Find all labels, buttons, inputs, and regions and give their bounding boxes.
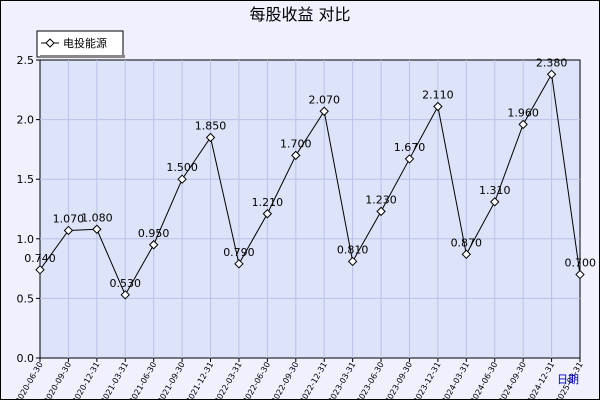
x-tick-label: 2024-03-31 xyxy=(440,361,471,400)
y-tick-label: 2.0 xyxy=(17,114,35,127)
data-point xyxy=(490,197,500,207)
data-point xyxy=(518,119,528,130)
data-label: 1.670 xyxy=(394,141,426,154)
data-point xyxy=(148,240,159,250)
data-label: 0.530 xyxy=(110,277,142,290)
data-label: 1.080 xyxy=(81,211,113,224)
data-label: 1.210 xyxy=(252,196,284,209)
data-label: 2.110 xyxy=(422,88,454,101)
x-tick-label: 2021-09-30 xyxy=(156,361,187,400)
x-tick-label: 2020-06-30 xyxy=(14,361,45,400)
x-tick-label: 2020-09-30 xyxy=(42,361,73,400)
data-point xyxy=(404,154,415,164)
data-points xyxy=(35,69,585,300)
x-axis-ticks: 2020-06-302020-09-302020-12-312021-03-31… xyxy=(14,358,585,400)
y-tick-label: 2.5 xyxy=(17,54,35,67)
legend-shadow xyxy=(40,55,125,58)
y-tick-label: 1.5 xyxy=(17,173,35,186)
y-tick-label: 0.0 xyxy=(17,352,35,365)
data-label: 0.700 xyxy=(565,257,597,270)
x-tick-label: 2022-03-31 xyxy=(213,361,244,400)
data-point xyxy=(205,132,216,143)
data-label: 2.380 xyxy=(536,56,568,69)
y-tick-label: 1.0 xyxy=(17,233,35,246)
data-label: 1.700 xyxy=(280,137,312,150)
data-label: 1.850 xyxy=(195,119,227,132)
data-point xyxy=(120,290,130,300)
data-point xyxy=(433,101,443,112)
data-label: 1.960 xyxy=(507,106,539,119)
data-point xyxy=(376,206,386,217)
data-point xyxy=(177,174,187,184)
data-point xyxy=(461,249,472,260)
data-label: 0.790 xyxy=(223,246,255,259)
x-tick-label: 2022-12-31 xyxy=(298,361,329,400)
x-tick-label: 2023-12-31 xyxy=(412,361,443,400)
x-tick-label: 2024-12-31 xyxy=(525,361,556,400)
grid-lines xyxy=(40,60,580,358)
plot-area xyxy=(39,59,581,359)
data-label: 0.950 xyxy=(138,227,170,240)
x-tick-label: 2023-09-30 xyxy=(383,361,414,400)
x-tick-label: 2023-03-31 xyxy=(326,361,357,400)
data-label: 2.070 xyxy=(308,93,340,106)
data-label: 1.070 xyxy=(53,212,85,225)
legend-label: 电投能源 xyxy=(63,36,107,50)
x-tick-label: 2024-09-30 xyxy=(497,361,528,400)
x-tick-label: 2024-06-30 xyxy=(468,360,499,400)
data-label: 0.810 xyxy=(337,243,369,256)
chart-title: 每股收益 对比 xyxy=(249,5,350,24)
x-tick-label: 2023-06-30 xyxy=(355,361,386,400)
x-tick-label: 2021-12-31 xyxy=(184,361,215,400)
x-tick-label: 2022-09-30 xyxy=(269,361,300,400)
data-label: 1.500 xyxy=(166,161,198,174)
data-point xyxy=(35,265,45,275)
data-label: 0.740 xyxy=(24,252,56,265)
legend-box xyxy=(36,30,124,58)
data-label: 1.310 xyxy=(479,184,511,197)
data-point xyxy=(92,224,102,234)
x-tick-label: 2021-03-31 xyxy=(99,361,130,400)
legend: 电投能源 xyxy=(36,30,125,58)
legend-marker xyxy=(45,38,55,48)
series-line xyxy=(39,72,581,296)
data-point xyxy=(63,225,74,236)
data-point xyxy=(546,69,557,80)
y-axis-ticks: 0.0 0.5 1.0 1.5 2.0 2.5 xyxy=(17,54,40,365)
x-tick-label: 2020-12-31 xyxy=(71,361,102,400)
data-label: 1.230 xyxy=(365,193,397,206)
x-tick-label: 2022-06-30 xyxy=(241,361,272,400)
data-point xyxy=(262,209,273,219)
y-tick-label: 0.5 xyxy=(17,292,35,305)
data-point xyxy=(347,256,358,267)
x-axis-label: 日期 xyxy=(557,373,579,386)
data-point xyxy=(319,106,329,116)
data-point xyxy=(291,150,301,161)
data-label: 0.870 xyxy=(451,236,483,249)
x-tick-label: 2021-06-30 xyxy=(127,361,158,400)
data-point xyxy=(575,269,585,280)
data-point xyxy=(234,259,244,269)
